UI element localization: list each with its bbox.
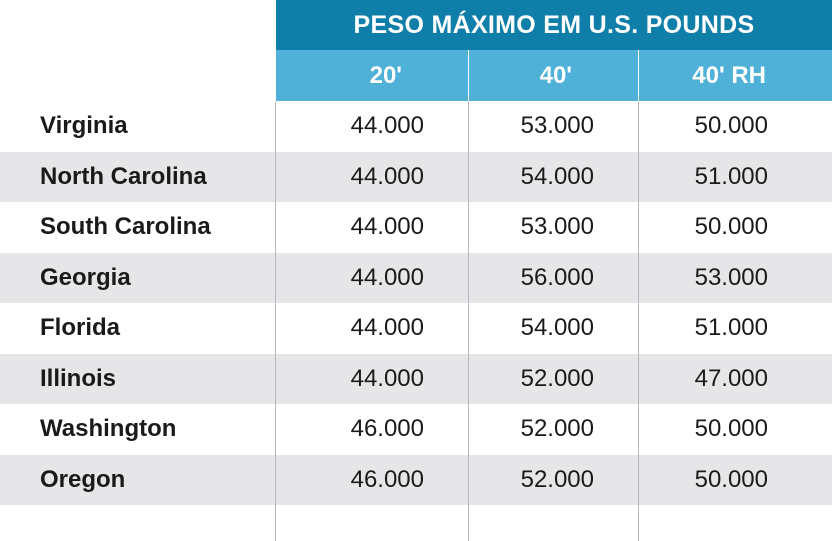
state-name: Washington — [40, 415, 177, 443]
value-20ft: 46.000 — [350, 415, 424, 443]
column-divider — [468, 101, 469, 541]
table-row: Washington 46.000 52.000 50.000 — [0, 404, 832, 455]
value-40ft: 52.000 — [520, 465, 594, 493]
value-40ft: 54.000 — [520, 314, 594, 342]
value-40ft-rh: 50.000 — [694, 213, 768, 241]
state-name: Oregon — [40, 465, 126, 493]
column-divider — [275, 101, 276, 541]
value-20ft: 44.000 — [350, 112, 424, 140]
table-row: Illinois 44.000 52.000 47.000 — [0, 353, 832, 404]
column-header-row: 20' 40' 40' RH — [276, 50, 832, 101]
column-header-40ft-rh: 40' RH — [638, 50, 832, 101]
column-header-40ft: 40' — [468, 50, 638, 101]
table-title: PESO MÁXIMO EM U.S. POUNDS — [276, 0, 832, 50]
state-name: Virginia — [40, 112, 128, 140]
value-40ft-rh: 51.000 — [694, 162, 768, 190]
value-40ft: 52.000 — [520, 415, 594, 443]
column-divider — [638, 101, 639, 541]
value-20ft: 44.000 — [350, 213, 424, 241]
state-name: Georgia — [40, 263, 131, 291]
table-row: North Carolina 44.000 54.000 51.000 — [0, 151, 832, 202]
state-name: South Carolina — [40, 213, 211, 241]
value-40ft-rh: 51.000 — [694, 314, 768, 342]
value-40ft-rh: 47.000 — [694, 364, 768, 392]
value-20ft: 44.000 — [350, 263, 424, 291]
value-40ft: 53.000 — [520, 112, 594, 140]
value-20ft: 46.000 — [350, 465, 424, 493]
table-row: Florida 44.000 54.000 51.000 — [0, 303, 832, 354]
value-40ft-rh: 50.000 — [694, 465, 768, 493]
state-name: North Carolina — [40, 162, 207, 190]
value-40ft: 56.000 — [520, 263, 594, 291]
value-40ft-rh: 53.000 — [694, 263, 768, 291]
table-row: Georgia 44.000 56.000 53.000 — [0, 252, 832, 303]
state-name: Illinois — [40, 364, 117, 392]
value-20ft: 44.000 — [350, 364, 424, 392]
table-row: Virginia 44.000 53.000 50.000 — [0, 101, 832, 152]
value-40ft: 53.000 — [520, 213, 594, 241]
table-row: South Carolina 44.000 53.000 50.000 — [0, 202, 832, 253]
value-20ft: 44.000 — [350, 162, 424, 190]
value-20ft: 44.000 — [350, 314, 424, 342]
value-40ft-rh: 50.000 — [694, 415, 768, 443]
value-40ft-rh: 50.000 — [694, 112, 768, 140]
state-name: Florida — [40, 314, 121, 342]
column-header-20ft: 20' — [369, 61, 402, 89]
value-40ft: 54.000 — [520, 162, 594, 190]
table-body: Virginia 44.000 53.000 50.000 North Caro… — [0, 101, 832, 505]
value-40ft: 52.000 — [520, 364, 594, 392]
table-row: Oregon 46.000 52.000 50.000 — [0, 454, 832, 505]
